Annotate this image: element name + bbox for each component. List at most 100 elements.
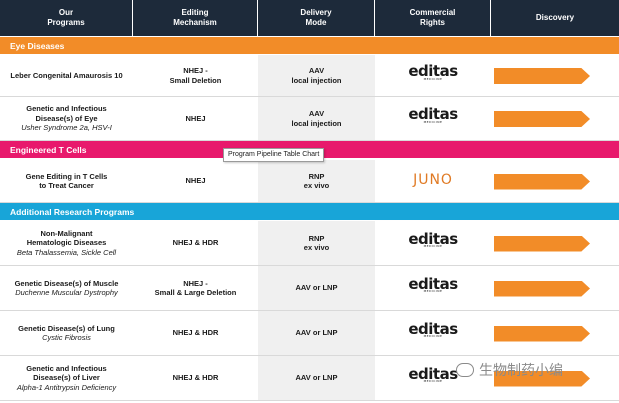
program-name: to Treat Cancer bbox=[39, 181, 94, 190]
program-cell: Non-Malignant Hematologic Diseases Beta Th… bbox=[0, 221, 133, 265]
header-commercial-rights: Commercial Rights bbox=[375, 0, 491, 36]
section-additional-research: Additional Research Programs bbox=[0, 203, 619, 220]
discovery-progress-arrow bbox=[494, 68, 590, 84]
editing-mechanism: NHEJ - bbox=[183, 278, 208, 288]
delivery-mode: RNP bbox=[308, 171, 325, 181]
table-row: Non-Malignant Hematologic Diseases Beta Th… bbox=[0, 221, 619, 266]
editas-logo-text: editas bbox=[408, 105, 458, 123]
watermark-text: 生物制药小编 bbox=[479, 363, 563, 379]
editing-mechanism: NHEJ & HDR bbox=[172, 373, 219, 383]
editing-mechanism: Small & Large Deletion bbox=[154, 288, 237, 297]
program-name: Disease(s) of Liver bbox=[33, 373, 100, 383]
editas-logo-subtext: MEDICINE bbox=[423, 76, 443, 81]
table-row: Genetic Disease(s) of Lung Cystic Fibrosi… bbox=[0, 311, 619, 356]
editing-cell: NHEJ bbox=[133, 97, 258, 140]
delivery-mode: AAV or LNP bbox=[295, 283, 338, 293]
program-indication: Alpha-1 Antitrypsin Deficiency bbox=[16, 382, 117, 392]
editas-logo-subtext: MEDICINE bbox=[423, 119, 443, 124]
editas-logo: editas MEDICINE bbox=[408, 321, 458, 342]
delivery-mode: AAV bbox=[308, 66, 325, 75]
discovery-cell bbox=[491, 266, 619, 310]
editing-cell: NHEJ & HDR bbox=[133, 221, 258, 265]
editing-cell: NHEJ & HDR bbox=[133, 311, 258, 355]
program-cell: Genetic Disease(s) of Lung Cystic Fibrosi… bbox=[0, 311, 133, 355]
program-name: Non-Malignant bbox=[40, 228, 93, 238]
rights-cell: editas MEDICINE bbox=[375, 266, 491, 310]
delivery-cell: AAV or LNP bbox=[258, 356, 375, 400]
header-programs: Our Programs bbox=[0, 0, 133, 36]
program-name: Genetic Disease(s) of Lung bbox=[18, 323, 115, 333]
delivery-cell: RNP ex vivo bbox=[258, 160, 375, 202]
editas-logo-text: editas bbox=[408, 229, 458, 248]
discovery-progress-arrow bbox=[494, 173, 590, 190]
table-row: Genetic and Infectious Disease(s) of Eye U… bbox=[0, 97, 619, 141]
header-editing-mechanism: Editing Mechanism bbox=[133, 0, 258, 36]
tooltip: Program Pipeline Table Chart bbox=[223, 148, 325, 162]
program-cell: Genetic and Infectious Disease(s) of Eye U… bbox=[0, 97, 133, 140]
editas-logo: editas MEDICINE bbox=[408, 64, 458, 84]
program-name: Genetic Disease(s) of Muscle bbox=[14, 278, 119, 288]
delivery-cell: RNP ex vivo bbox=[258, 221, 375, 265]
editas-logo: editas MEDICINE bbox=[408, 366, 458, 387]
discovery-progress-arrow bbox=[494, 325, 590, 342]
editing-mechanism: Small Deletion bbox=[169, 75, 222, 85]
delivery-mode: AAV or LNP bbox=[295, 373, 338, 383]
discovery-progress-arrow bbox=[494, 370, 590, 387]
delivery-mode: local injection bbox=[291, 75, 342, 85]
editas-logo-subtext: MEDICINE bbox=[423, 289, 443, 293]
program-name: Genetic and Infectious bbox=[26, 363, 107, 373]
delivery-cell: AAV local injection bbox=[258, 97, 375, 140]
discovery-cell bbox=[491, 311, 619, 355]
delivery-cell: AAV local injection bbox=[258, 55, 375, 96]
rights-cell: editas MEDICINE bbox=[375, 55, 491, 96]
editas-logo: editas MEDICINE bbox=[408, 107, 458, 127]
discovery-cell bbox=[491, 97, 619, 140]
editing-mechanism: NHEJ & HDR bbox=[172, 328, 219, 338]
juno-logo: JUNO bbox=[413, 172, 453, 189]
header-delivery-mode: Delivery Mode bbox=[258, 0, 375, 36]
editas-logo: editas MEDICINE bbox=[408, 231, 458, 252]
program-cell: Leber Congenital Amaurosis 10 bbox=[0, 55, 133, 96]
editing-cell: NHEJ bbox=[133, 160, 258, 202]
rights-cell: JUNO bbox=[375, 160, 491, 202]
table-header: Our Programs Editing Mechanism Delivery … bbox=[0, 0, 619, 36]
program-cell: Genetic Disease(s) of Muscle Duchenne Mus… bbox=[0, 266, 133, 310]
table-row: Gene Editing in T Cells to Treat Cancer NH… bbox=[0, 160, 619, 203]
table-row: Leber Congenital Amaurosis 10 NHEJ - Small… bbox=[0, 55, 619, 97]
editing-cell: NHEJ - Small Deletion bbox=[133, 55, 258, 96]
program-indication: Usher Syndrome 2a, HSV-I bbox=[21, 123, 112, 133]
rights-cell: editas MEDICINE bbox=[375, 356, 491, 400]
editas-logo-subtext: MEDICINE bbox=[423, 379, 443, 383]
discovery-progress-arrow bbox=[494, 235, 590, 252]
editas-logo-text: editas bbox=[408, 364, 458, 383]
table-row: Genetic Disease(s) of Muscle Duchenne Mus… bbox=[0, 266, 619, 311]
editas-logo-text: editas bbox=[408, 62, 458, 80]
program-indication: Duchenne Muscular Dystrophy bbox=[15, 288, 118, 297]
editas-logo: editas MEDICINE bbox=[408, 276, 458, 297]
wechat-icon bbox=[456, 363, 474, 377]
editas-logo-subtext: MEDICINE bbox=[423, 334, 443, 338]
program-name: Leber Congenital Amaurosis 10 bbox=[10, 70, 123, 80]
delivery-cell: AAV or LNP bbox=[258, 311, 375, 355]
delivery-cell: AAV or LNP bbox=[258, 266, 375, 310]
section-eye-diseases: Eye Diseases bbox=[0, 37, 619, 54]
delivery-mode: RNP bbox=[308, 233, 325, 243]
rights-cell: editas MEDICINE bbox=[375, 97, 491, 140]
editing-mechanism: NHEJ bbox=[185, 176, 206, 186]
discovery-cell bbox=[491, 160, 619, 202]
watermark: 生物制药小编 bbox=[456, 360, 563, 380]
discovery-cell bbox=[491, 221, 619, 265]
program-indication: Beta Thalassemia, Sickle Cell bbox=[16, 247, 117, 257]
editing-mechanism: NHEJ & HDR bbox=[172, 238, 219, 248]
program-name: Hematologic Diseases bbox=[26, 238, 107, 248]
discovery-progress-arrow bbox=[494, 280, 590, 297]
delivery-mode: ex vivo bbox=[303, 181, 330, 190]
program-cell: Gene Editing in T Cells to Treat Cancer bbox=[0, 160, 133, 202]
program-indication: Cystic Fibrosis bbox=[42, 333, 91, 342]
program-cell: Genetic and Infectious Disease(s) of Live… bbox=[0, 356, 133, 400]
editas-logo-text: editas bbox=[408, 319, 458, 338]
table-row: Genetic and Infectious Disease(s) of Live… bbox=[0, 356, 619, 401]
header-discovery: Discovery bbox=[535, 13, 575, 22]
editing-mechanism: NHEJ bbox=[185, 113, 206, 123]
discovery-progress-arrow bbox=[494, 111, 590, 127]
